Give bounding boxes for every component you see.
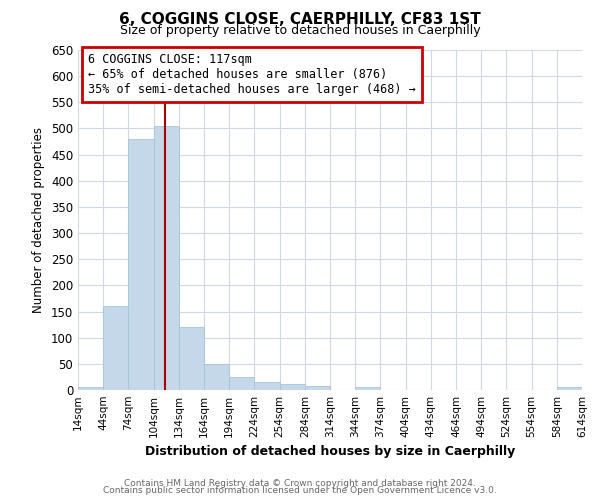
Bar bbox=[305, 386, 330, 390]
Text: Contains HM Land Registry data © Crown copyright and database right 2024.: Contains HM Land Registry data © Crown c… bbox=[124, 478, 476, 488]
X-axis label: Distribution of detached houses by size in Caerphilly: Distribution of detached houses by size … bbox=[145, 446, 515, 458]
Bar bbox=[78, 388, 103, 390]
Bar bbox=[280, 384, 305, 390]
Text: Size of property relative to detached houses in Caerphilly: Size of property relative to detached ho… bbox=[119, 24, 481, 37]
Bar bbox=[355, 388, 380, 390]
Bar bbox=[103, 306, 128, 390]
Y-axis label: Number of detached properties: Number of detached properties bbox=[32, 127, 46, 313]
Bar bbox=[557, 388, 582, 390]
Bar bbox=[204, 364, 229, 390]
Bar bbox=[128, 139, 154, 390]
Text: 6 COGGINS CLOSE: 117sqm
← 65% of detached houses are smaller (876)
35% of semi-d: 6 COGGINS CLOSE: 117sqm ← 65% of detache… bbox=[88, 54, 416, 96]
Bar bbox=[179, 327, 204, 390]
Bar bbox=[229, 377, 254, 390]
Bar bbox=[254, 382, 280, 390]
Text: Contains public sector information licensed under the Open Government Licence v3: Contains public sector information licen… bbox=[103, 486, 497, 495]
Text: 6, COGGINS CLOSE, CAERPHILLY, CF83 1ST: 6, COGGINS CLOSE, CAERPHILLY, CF83 1ST bbox=[119, 12, 481, 28]
Bar bbox=[154, 126, 179, 390]
